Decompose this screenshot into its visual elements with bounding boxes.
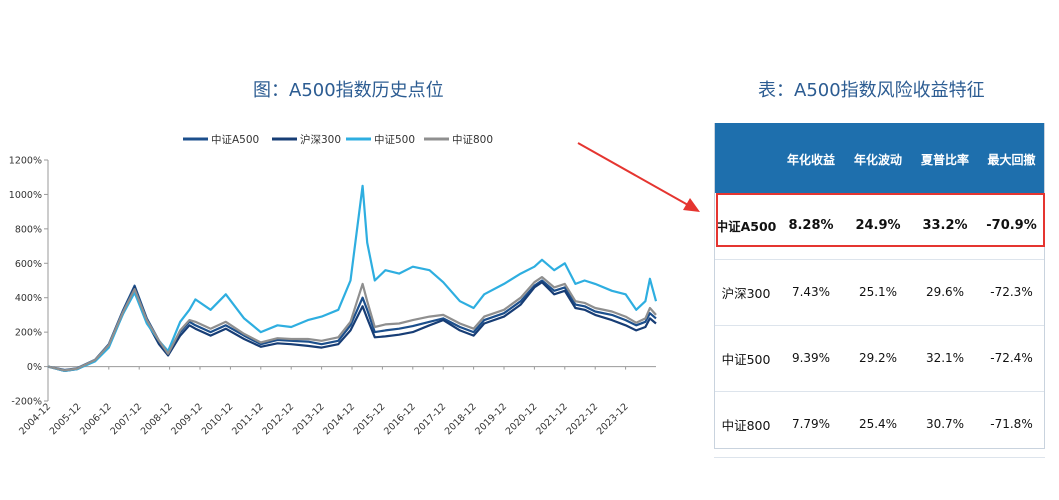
table-row: 中证500 9.39% 29.2% 32.1% -72.4%: [714, 325, 1045, 391]
row-annual-volatility: 24.9%: [855, 218, 901, 234]
x-tick-label: 2018-12: [443, 401, 479, 437]
table-row: 沪深300 7.43% 25.1% 29.6% -72.3%: [714, 259, 1045, 325]
x-tick-label: 2013-12: [291, 401, 327, 437]
x-tick-label: 2016-12: [382, 401, 418, 437]
row-index-name: 中证800: [721, 417, 771, 433]
row-annual-return: 7.43%: [791, 285, 831, 299]
y-tick-label: 0%: [27, 362, 42, 373]
line-chart: -200%0%200%400%600%800%1000%1200%2004-12…: [9, 133, 658, 437]
x-tick-label: 2015-12: [352, 401, 388, 437]
row-max-drawdown: -72.4%: [990, 351, 1033, 365]
x-tick-label: 2006-12: [78, 401, 114, 437]
x-tick-label: 2020-12: [504, 401, 540, 437]
x-tick-label: 2021-12: [534, 401, 570, 437]
row-max-drawdown: -70.9%: [986, 218, 1037, 234]
legend-label: 中证A500: [211, 133, 259, 146]
legend-label: 沪深300: [300, 133, 341, 146]
row-index-name: 中证500: [721, 351, 771, 367]
table-row: 中证A500 8.28% 24.9% 33.2% -70.9%: [714, 193, 1045, 259]
header-cell: [714, 123, 778, 193]
row-index-name: 沪深300: [721, 285, 771, 301]
x-tick-label: 2017-12: [412, 401, 448, 437]
y-tick-label: 1000%: [9, 190, 42, 201]
y-tick-label: -200%: [11, 397, 42, 408]
legend-label: 中证800: [452, 133, 493, 146]
y-tick-label: 1200%: [9, 156, 42, 167]
y-tick-label: 400%: [15, 293, 42, 304]
x-tick-label: 2007-12: [108, 401, 144, 437]
series-line-4: [47, 276, 657, 372]
x-tick-label: 2023-12: [595, 401, 631, 437]
x-tick-label: 2012-12: [260, 401, 296, 437]
series-line-2: [47, 281, 657, 372]
x-tick-label: 2019-12: [473, 401, 509, 437]
row-sharpe-ratio: 29.6%: [925, 285, 965, 299]
header-annual-return: 年化收益: [786, 152, 835, 167]
table-row: 中证800 7.79% 25.4% 30.7% -71.8%: [714, 391, 1045, 457]
x-tick-label: 2009-12: [169, 401, 205, 437]
row-annual-volatility: 25.4%: [858, 417, 898, 431]
row-max-drawdown: -71.8%: [990, 417, 1033, 431]
row-max-drawdown: -72.3%: [990, 285, 1033, 299]
y-tick-label: 200%: [15, 328, 42, 339]
row-sharpe-ratio: 30.7%: [925, 417, 965, 431]
x-tick-label: 2014-12: [321, 401, 357, 437]
row-sharpe-ratio: 32.1%: [925, 351, 965, 365]
chart-title: 图：A500指数历史点位: [253, 80, 444, 101]
y-tick-label: 600%: [15, 259, 42, 270]
header-annual-volatility: 年化波动: [853, 152, 902, 167]
row-annual-return: 9.39%: [791, 351, 831, 365]
table-title: 表：A500指数风险收益特征: [758, 80, 985, 101]
x-tick-label: 2010-12: [200, 401, 236, 437]
table-header-row: 年化收益 年化波动 夏普比率 最大回撤: [714, 123, 1045, 193]
risk-return-table: 年化收益 年化波动 夏普比率 最大回撤 中证A500 8.28% 24.9% 3…: [714, 123, 1045, 458]
row-index-name: 中证A500: [715, 219, 777, 235]
row-annual-return: 7.79%: [791, 417, 831, 431]
x-tick-label: 2022-12: [564, 401, 600, 437]
row-annual-volatility: 25.1%: [858, 285, 898, 299]
x-tick-label: 2005-12: [48, 401, 84, 437]
row-annual-return: 8.28%: [788, 218, 834, 234]
x-tick-label: 2011-12: [230, 401, 266, 437]
header-max-drawdown: 最大回撤: [987, 152, 1036, 167]
legend-label: 中证500: [374, 133, 415, 146]
header-sharpe-ratio: 夏普比率: [920, 152, 969, 167]
y-tick-label: 800%: [15, 224, 42, 235]
series-line-3: [47, 184, 658, 372]
row-annual-volatility: 29.2%: [858, 351, 898, 365]
row-sharpe-ratio: 33.2%: [922, 218, 968, 234]
x-tick-label: 2008-12: [139, 401, 175, 437]
